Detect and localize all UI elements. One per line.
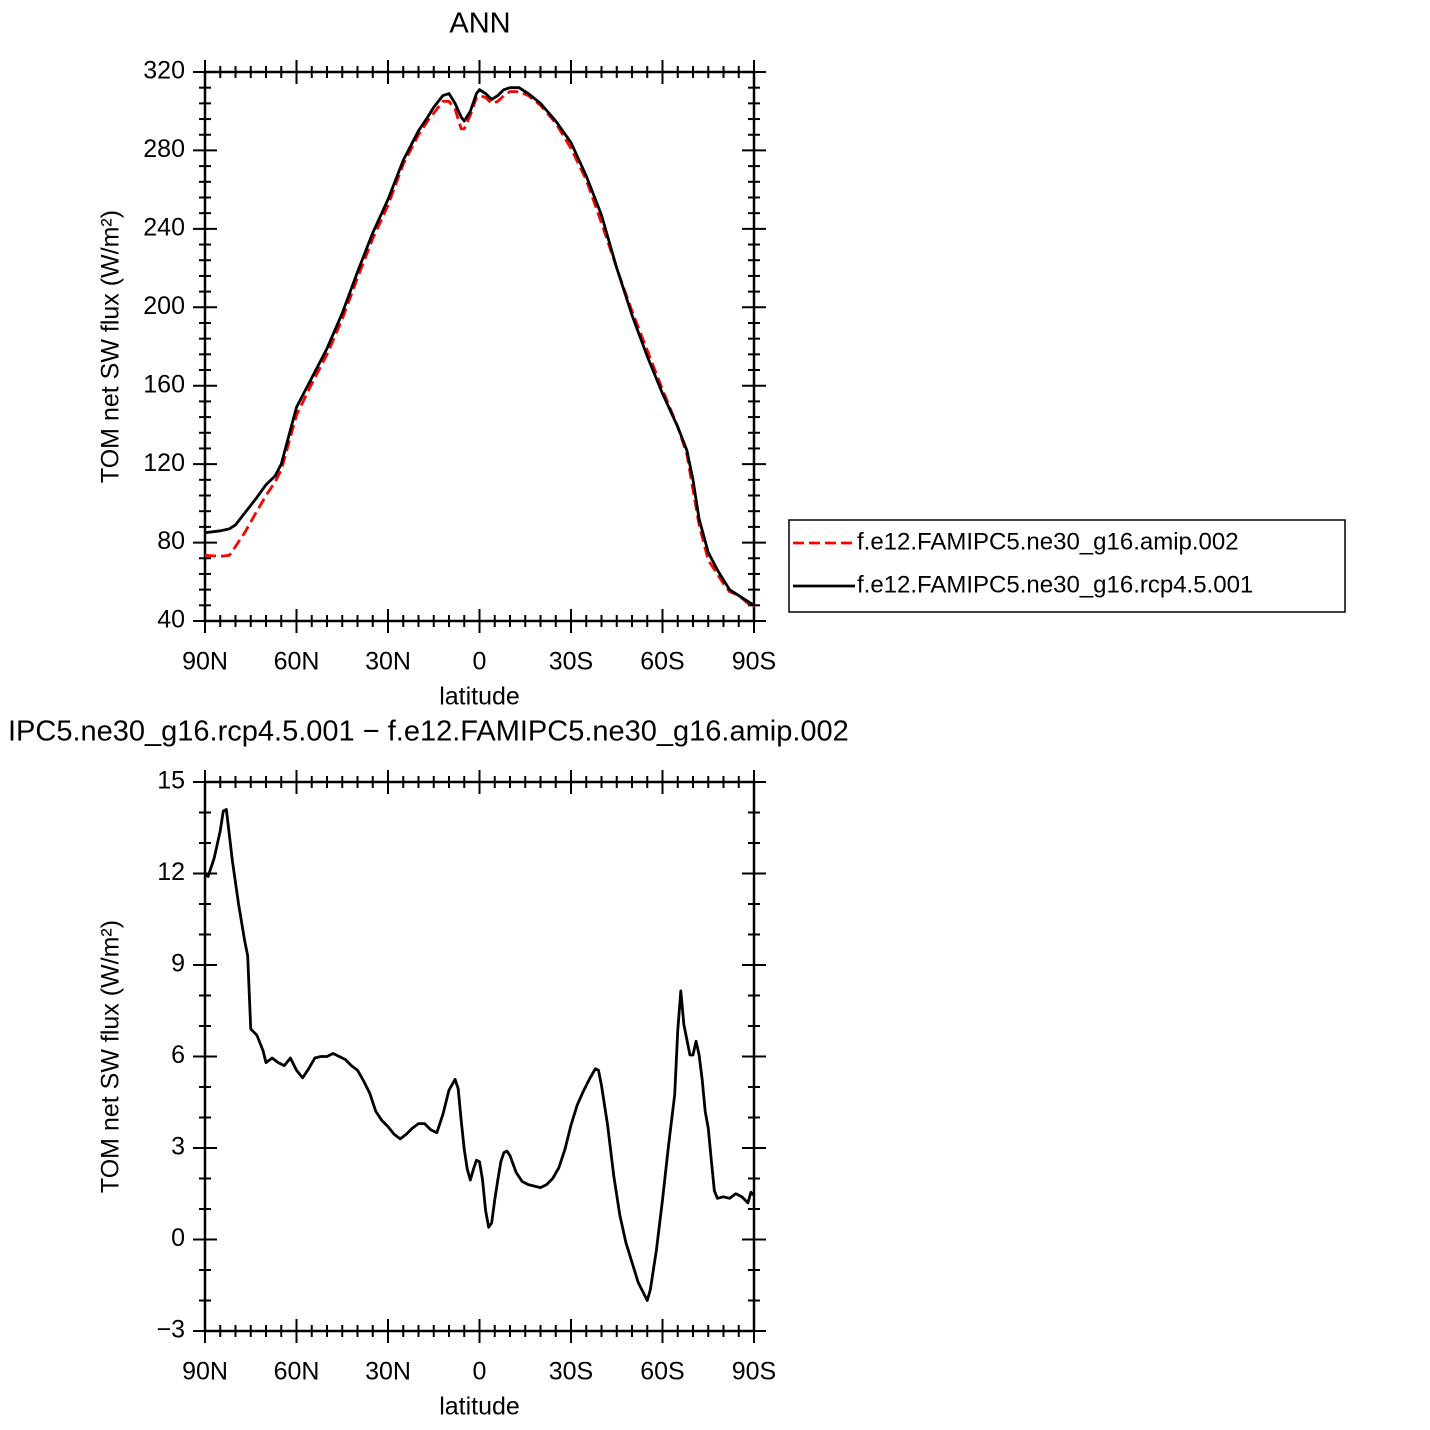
x-tick-label: 90N xyxy=(182,648,228,676)
y-tick-label: −3 xyxy=(156,1316,185,1344)
chart-title: IPC5.ne30_g16.rcp4.5.001 − f.e12.FAMIPC5… xyxy=(8,716,849,748)
x-tick-label: 90S xyxy=(732,648,776,676)
y-tick-label: 0 xyxy=(171,1224,185,1252)
y-tick-label: 80 xyxy=(157,527,185,555)
x-tick-label: 60N xyxy=(274,1358,320,1386)
data-line xyxy=(204,90,755,609)
legend-label: f.e12.FAMIPC5.ne30_g16.rcp4.5.001 xyxy=(857,571,1253,598)
y-tick-label: 9 xyxy=(171,950,185,978)
x-axis-label: latitude xyxy=(439,1393,520,1421)
panel: IPC5.ne30_g16.rcp4.5.001 − f.e12.FAMIPC5… xyxy=(8,716,849,1421)
y-tick-label: 280 xyxy=(143,135,185,163)
panel: ANN latitude TOM net SW flux (W/m²) 40 80 120… xyxy=(97,8,1346,711)
y-axis-label: TOM net SW flux (W/m²) xyxy=(97,920,125,1193)
y-tick-label: 240 xyxy=(143,213,185,241)
y-tick-label: 120 xyxy=(143,449,185,477)
y-tick-label: 3 xyxy=(171,1133,185,1161)
plot-frame xyxy=(203,70,756,623)
plot-frame xyxy=(203,780,756,1333)
x-axis-label: latitude xyxy=(439,683,520,711)
y-tick-label: 12 xyxy=(157,858,185,886)
x-tick-label: 30S xyxy=(549,1358,593,1386)
x-tick-label: 30N xyxy=(365,1358,411,1386)
chart-title: ANN xyxy=(449,8,510,40)
legend-label: f.e12.FAMIPC5.ne30_g16.amip.002 xyxy=(857,528,1239,555)
y-tick-label: 160 xyxy=(143,370,185,398)
x-tick-label: 30S xyxy=(549,648,593,676)
y-tick-label: 6 xyxy=(171,1041,185,1069)
data-line xyxy=(204,86,755,607)
x-tick-label: 30N xyxy=(365,648,411,676)
x-tick-label: 0 xyxy=(473,648,487,676)
x-tick-label: 90S xyxy=(732,1358,776,1386)
y-tick-label: 15 xyxy=(157,767,185,795)
legend-box xyxy=(788,519,1346,613)
x-tick-label: 60S xyxy=(640,648,684,676)
x-tick-label: 60S xyxy=(640,1358,684,1386)
y-axis-label: TOM net SW flux (W/m²) xyxy=(97,210,125,483)
y-tick-label: 200 xyxy=(143,292,185,320)
y-tick-label: 320 xyxy=(143,57,185,85)
y-tick-label: 40 xyxy=(157,606,185,634)
x-tick-label: 0 xyxy=(473,1358,487,1386)
data-line xyxy=(204,808,755,1302)
x-tick-label: 90N xyxy=(182,1358,228,1386)
x-tick-label: 60N xyxy=(274,648,320,676)
